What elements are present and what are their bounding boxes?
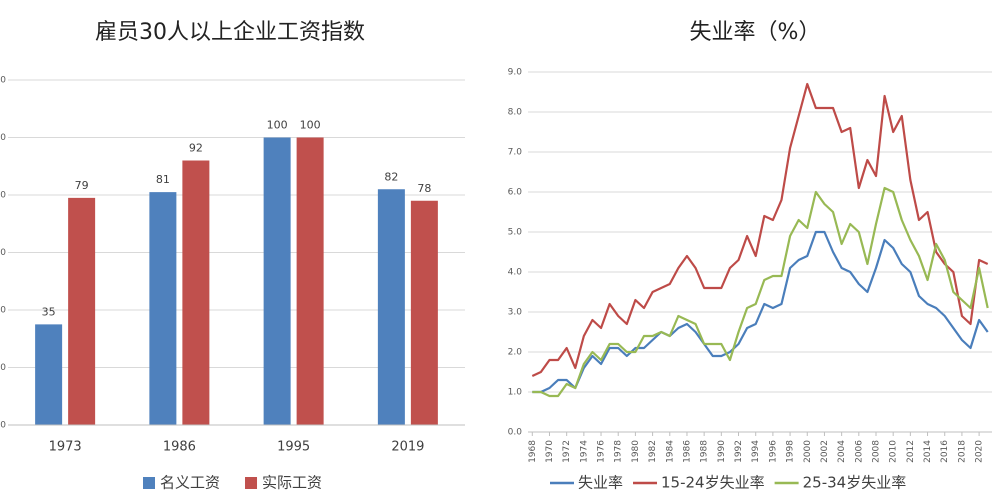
x-tick-label: 1972 xyxy=(562,440,572,463)
legend-swatch xyxy=(245,477,258,489)
y-tick-label: 4.0 xyxy=(508,268,523,278)
x-tick-label: 2020 xyxy=(975,440,985,463)
x-tick-label: 2018 xyxy=(957,440,967,463)
x-tick-label: 1982 xyxy=(648,440,658,463)
y-tick-label: 120 xyxy=(0,76,6,86)
legend-label: 失业率 xyxy=(578,474,623,492)
data-label: 79 xyxy=(75,179,89,192)
data-label: 81 xyxy=(156,173,170,186)
y-tick-label: 1.0 xyxy=(508,388,523,398)
bar xyxy=(263,137,291,425)
x-tick-label: 1992 xyxy=(734,440,744,463)
x-tick-label: 1978 xyxy=(614,440,624,463)
legend-label: 25-34岁失业率 xyxy=(803,474,907,492)
x-tick-label: 2000 xyxy=(803,440,813,463)
x-tick-label: 1994 xyxy=(751,440,761,463)
line-series xyxy=(532,186,989,398)
chart-title: 失业率（%） xyxy=(690,20,821,45)
data-label: 35 xyxy=(42,305,56,318)
y-tick-label: 60 xyxy=(0,248,6,258)
y-tick-label: 2.0 xyxy=(508,348,523,358)
x-tick-label: 2010 xyxy=(889,440,899,463)
y-tick-label: 40 xyxy=(0,306,6,316)
x-tick-label: 2004 xyxy=(837,440,847,463)
x-tick-label: 2016 xyxy=(940,440,950,463)
bar xyxy=(68,197,96,425)
x-tick-label: 2006 xyxy=(854,440,864,463)
data-label: 100 xyxy=(267,119,288,132)
x-tick-label: 1988 xyxy=(700,440,710,463)
data-label: 82 xyxy=(384,170,398,183)
y-tick-label: 7.0 xyxy=(508,148,523,158)
x-tick-label: 1973 xyxy=(49,440,82,455)
x-tick-label: 2008 xyxy=(872,440,882,463)
y-tick-label: 0 xyxy=(0,421,6,431)
legend-label: 实际工资 xyxy=(262,474,322,492)
legend-label: 15-24岁失业率 xyxy=(661,474,765,492)
y-tick-label: 6.0 xyxy=(508,188,523,198)
bar xyxy=(377,189,405,425)
line-series xyxy=(532,230,989,394)
data-label: 78 xyxy=(417,182,431,195)
y-tick-label: 0.0 xyxy=(508,428,523,438)
x-tick-label: 1995 xyxy=(277,440,310,455)
bar xyxy=(296,137,324,425)
y-tick-label: 9.0 xyxy=(508,68,523,78)
x-tick-label: 2012 xyxy=(906,440,916,463)
bar xyxy=(410,200,438,425)
legend-label: 名义工资 xyxy=(160,474,220,492)
data-label: 100 xyxy=(300,119,321,132)
x-tick-label: 1980 xyxy=(631,440,641,463)
y-tick-label: 3.0 xyxy=(508,308,523,318)
x-tick-label: 1990 xyxy=(717,440,727,463)
line-series xyxy=(531,82,989,377)
y-tick-label: 20 xyxy=(0,363,6,373)
x-tick-label: 2019 xyxy=(391,440,424,455)
x-tick-label: 1986 xyxy=(163,440,196,455)
bar xyxy=(182,160,210,425)
x-tick-label: 2002 xyxy=(820,440,830,463)
x-tick-label: 1968 xyxy=(528,440,538,463)
y-tick-label: 100 xyxy=(0,133,6,143)
chart-title: 雇员30人以上企业工资指数 xyxy=(95,20,365,45)
x-tick-label: 1974 xyxy=(579,440,589,463)
x-tick-label: 1998 xyxy=(786,440,796,463)
y-tick-label: 8.0 xyxy=(508,108,523,118)
x-tick-label: 1996 xyxy=(768,440,778,463)
data-label: 92 xyxy=(189,142,203,155)
legend-swatch xyxy=(143,477,155,489)
y-tick-label: 80 xyxy=(0,191,6,201)
bar xyxy=(35,324,63,425)
y-tick-label: 5.0 xyxy=(508,228,523,238)
x-tick-label: 2014 xyxy=(923,440,933,463)
x-tick-label: 1986 xyxy=(682,440,692,463)
x-tick-label: 1970 xyxy=(545,440,555,463)
x-tick-label: 1976 xyxy=(597,440,607,463)
bar xyxy=(149,192,177,425)
x-tick-label: 1984 xyxy=(665,440,675,463)
